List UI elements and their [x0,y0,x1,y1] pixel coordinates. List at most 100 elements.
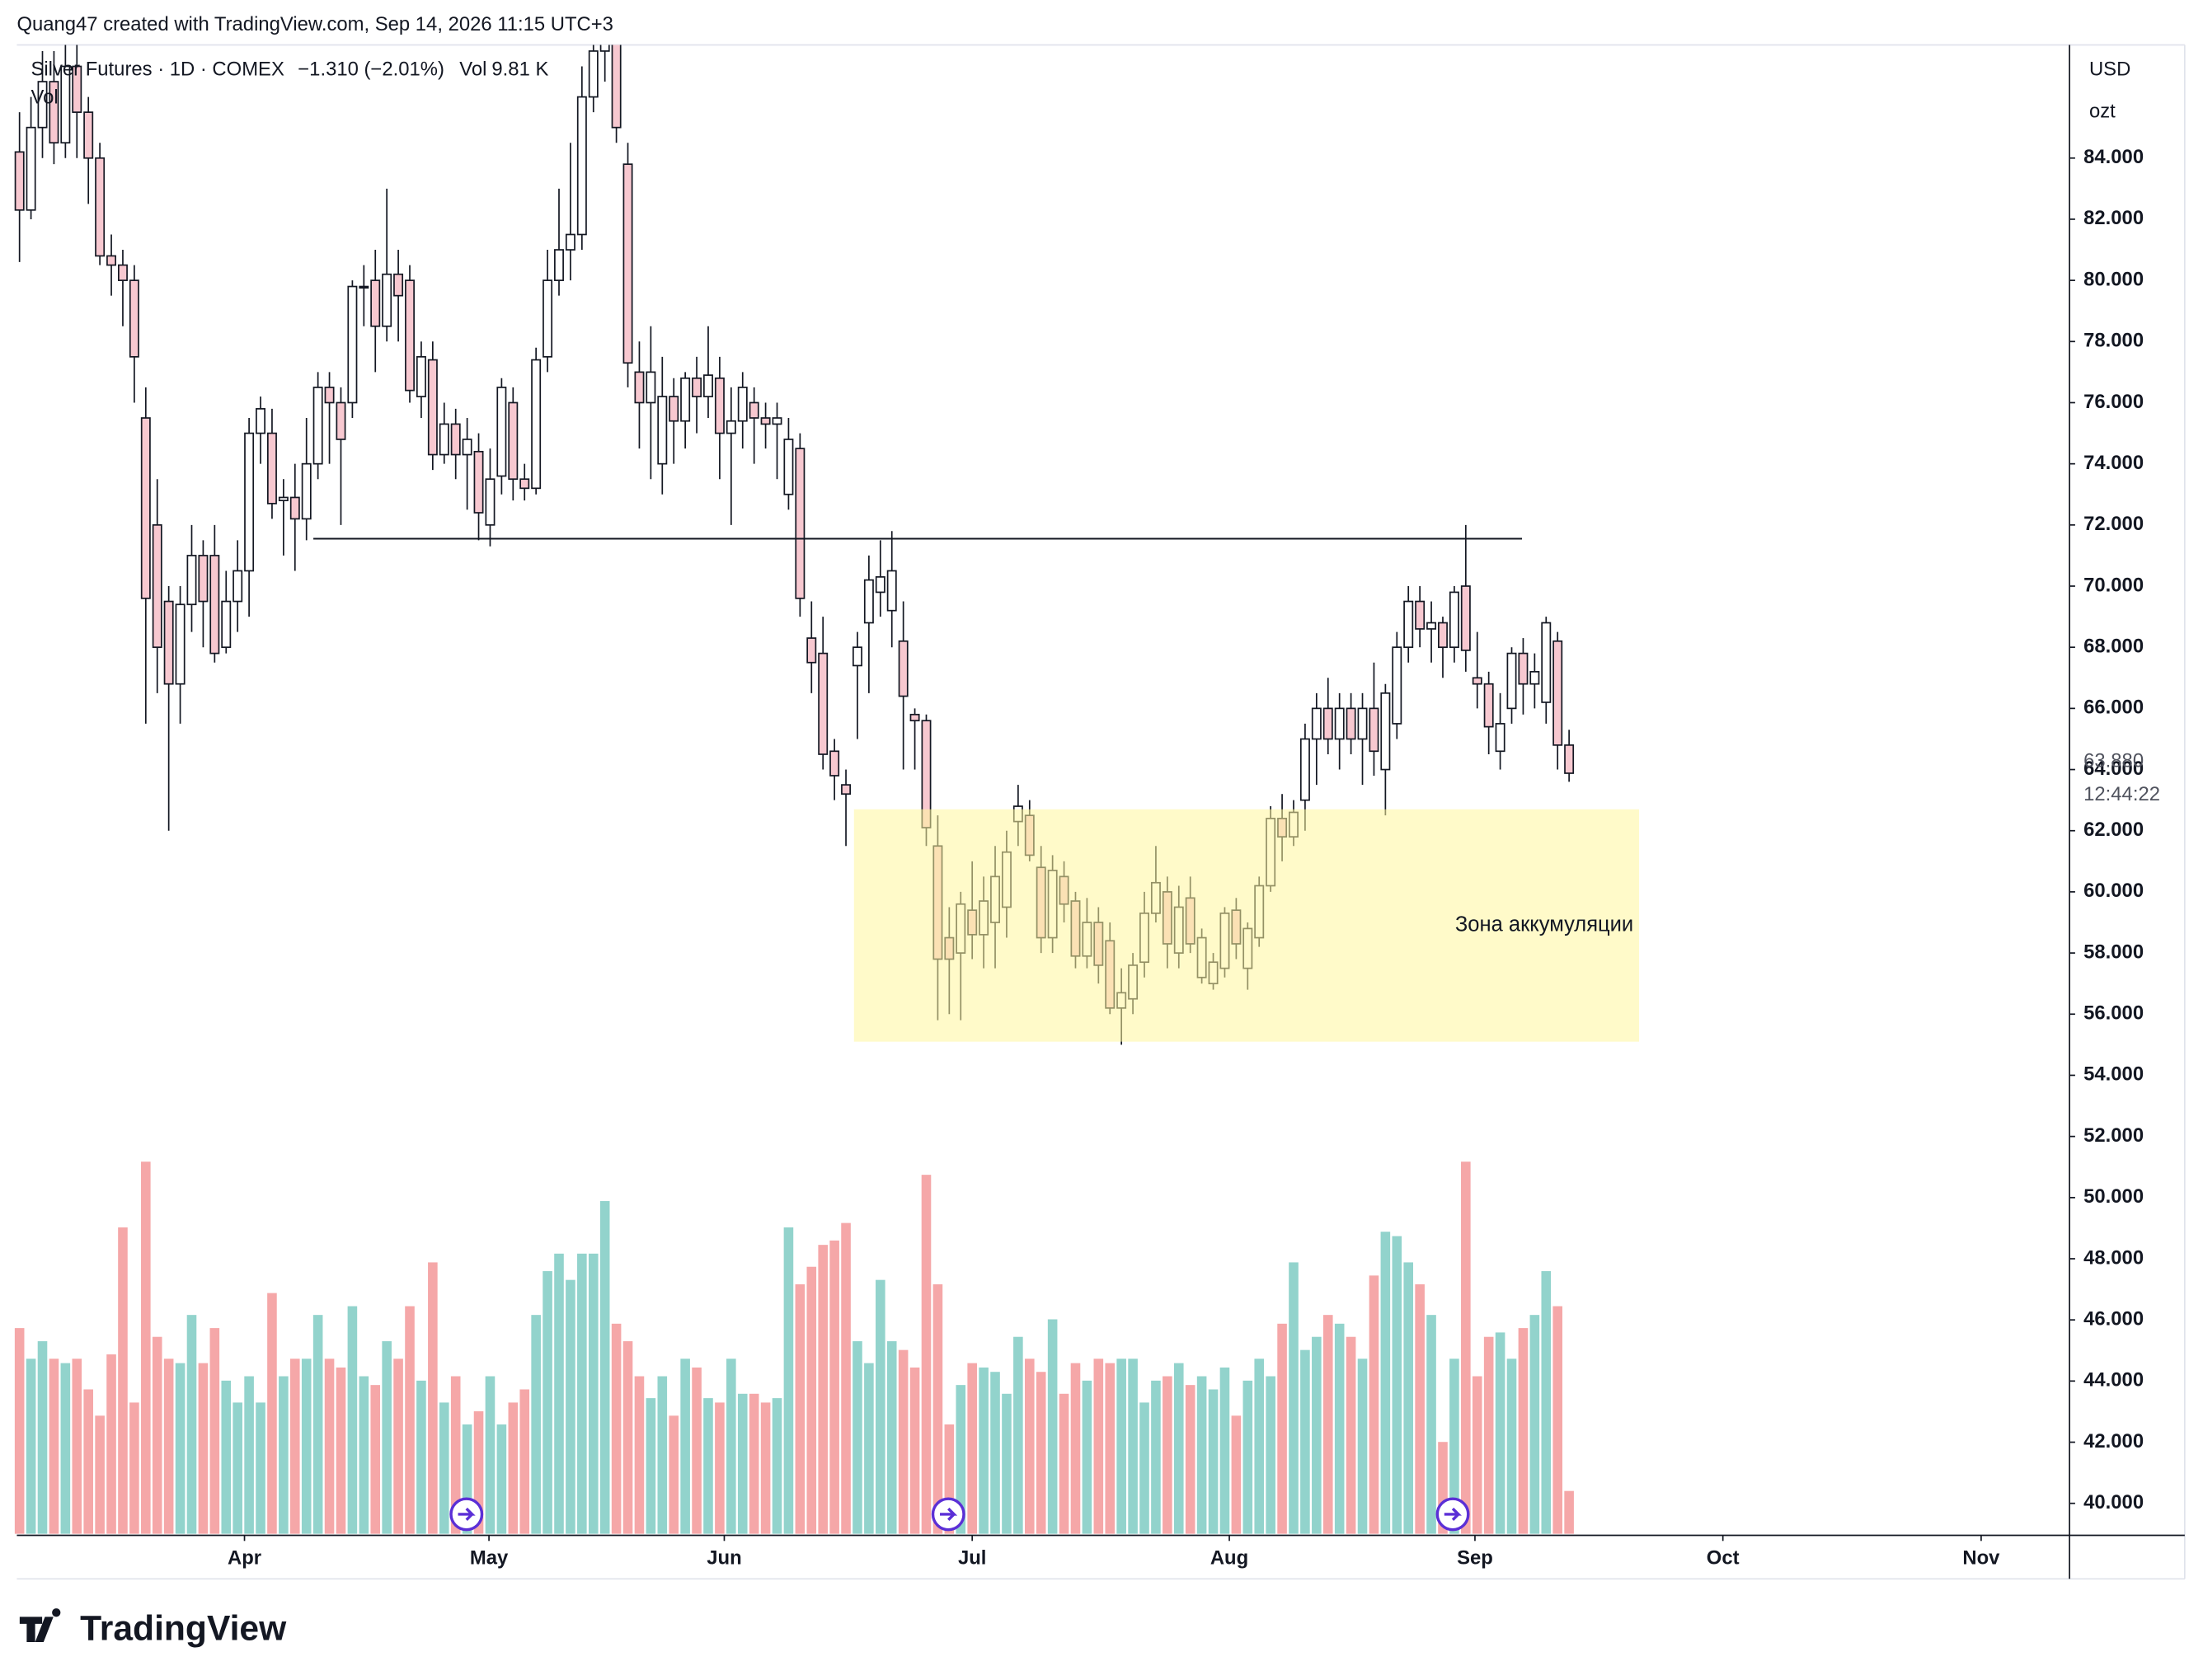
y-tick-label: 40.000 [2083,1491,2144,1513]
candle-body [347,285,358,404]
volume-bar [611,1323,622,1534]
candle-body [1472,677,1482,685]
candle-body [209,555,220,655]
accumulation-zone [853,809,1640,1042]
candle-body [692,377,702,397]
volume-pane [14,1161,1574,1534]
volume-bar [175,1363,186,1534]
volume-bar [279,1376,289,1534]
volume-bar [462,1424,472,1534]
candle-body [266,432,277,504]
volume-bar [209,1328,220,1534]
symbol: Silver Futures · 1D · COMEX [31,58,284,80]
candle-body [1529,671,1540,685]
y-tick-label: 54.000 [2083,1063,2144,1086]
volume-bar [1300,1349,1310,1534]
volume-bar [1346,1336,1356,1534]
candle-body [49,81,59,144]
candle-body [1541,622,1552,703]
volume-bar [531,1315,541,1534]
volume-bar [1289,1262,1299,1534]
volume-bar [95,1415,105,1534]
volume-bar [1369,1275,1379,1534]
volume-bar [1254,1359,1265,1534]
candle-body [554,249,564,281]
volume-bar [49,1359,59,1534]
volume-bar [1013,1336,1023,1534]
volume-bar [382,1341,392,1534]
volume-bar [657,1376,668,1534]
candle-body [622,163,633,364]
volume-bar [703,1398,713,1534]
zone-label: Зона аккумуляции [1455,913,1633,936]
y-tick-label: 44.000 [2083,1369,2144,1391]
volume-bar [347,1306,358,1534]
volume-bar [163,1359,174,1534]
candle-body [244,432,255,572]
volume-bar [118,1227,128,1534]
candle-body [60,65,71,144]
volume-bar [599,1201,610,1534]
candle-body [175,603,186,685]
brand: TradingView [80,1609,287,1649]
volume-bar [864,1363,874,1534]
candle-body [1506,652,1517,710]
candle-body [852,646,862,667]
candle-body [37,81,48,129]
y-tick-label: 72.000 [2083,513,2144,535]
volume-bar [829,1240,839,1534]
candle-body [312,387,323,465]
volume-bar [622,1341,633,1534]
volume-bar [1506,1359,1517,1534]
candle-body [1415,600,1426,630]
y-tick-label: 62.000 [2083,819,2144,841]
volume-bar [795,1283,806,1534]
candle-body [278,496,289,502]
candle-body [485,478,496,526]
candle-body [336,401,346,440]
volume-bar [1449,1359,1459,1534]
volume-bar [60,1363,71,1534]
candle-body [634,371,645,404]
y-tick-label: 78.000 [2083,330,2144,352]
candle-body [1322,707,1333,740]
volume-bar [519,1389,530,1534]
candle-body [680,377,691,422]
volume-bar [1242,1380,1253,1534]
volume-bar [198,1363,209,1534]
x-tick-label: Aug [1210,1547,1248,1570]
candle-body [565,233,575,251]
candle-body [875,576,885,594]
volume-bar [818,1245,828,1534]
volume-bar [543,1271,552,1534]
y-tick-label: 52.000 [2083,1124,2144,1147]
candle-body [1299,738,1310,801]
candle-body [1449,591,1459,649]
volume-bar [1541,1271,1552,1534]
candle-body [519,478,530,490]
volume-bar [186,1315,197,1534]
volume-bar [715,1402,725,1534]
volume-bar [152,1336,162,1534]
candle-body [818,652,829,755]
volume-bar [909,1367,920,1534]
volume-bar [26,1359,36,1534]
candle-body [657,396,668,465]
candle-body [473,450,484,514]
volume-bar [921,1175,932,1534]
volume-bar [439,1402,449,1534]
volume-bar [324,1359,335,1534]
volume-bar [1002,1393,1012,1534]
volume-bar [876,1279,885,1534]
candle-body [760,417,771,425]
volume-bar [370,1385,381,1534]
candle-body [1552,640,1563,746]
volume-bar [1266,1376,1275,1534]
volume-bar [428,1262,438,1534]
volume-bar [1105,1363,1116,1534]
candle-body [324,387,335,404]
candle-body [898,640,909,697]
candle-body [163,600,174,685]
candle-body [783,439,794,495]
volume-bar [1277,1323,1287,1534]
